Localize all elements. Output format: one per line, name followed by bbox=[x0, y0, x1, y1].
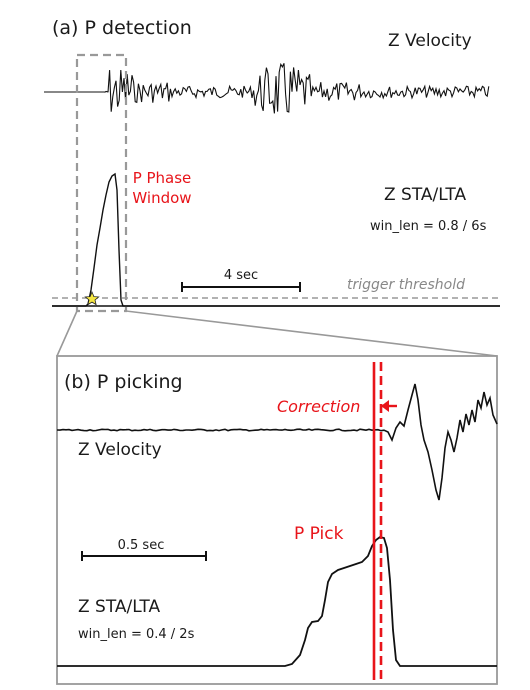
panel-b-stalta-label: Z STA/LTA bbox=[78, 597, 160, 617]
panel-a-stalta-label: Z STA/LTA bbox=[384, 185, 466, 205]
zoom-connector-right bbox=[125, 310, 498, 357]
panel-b-title: (b) P picking bbox=[64, 371, 183, 393]
panel-a-stalta-curve bbox=[52, 172, 500, 307]
panel-b-frame bbox=[56, 355, 498, 685]
panel-b-stalta-curve bbox=[57, 536, 497, 667]
panel-a: (a) P detection Z Velocity P Phase Windo… bbox=[44, 17, 500, 313]
panel-a-scale-bar-label: 4 sec bbox=[224, 268, 258, 283]
panel-a-scale-bar bbox=[181, 282, 301, 292]
zoom-connector-left bbox=[56, 310, 78, 357]
panel-a-velocity-label: Z Velocity bbox=[388, 31, 472, 51]
trigger-threshold-label: trigger threshold bbox=[347, 277, 465, 293]
p-pick-label: P Pick bbox=[294, 524, 344, 544]
panel-a-velocity-trace bbox=[44, 62, 490, 114]
p-phase-window-label-line1: P Phase bbox=[133, 169, 192, 187]
p-phase-window-box bbox=[75, 53, 128, 313]
panel-b-win-len: win_len = 0.4 / 2s bbox=[78, 627, 195, 642]
panel-b-scale-bar-label: 0.5 sec bbox=[118, 538, 165, 553]
panel-a-win-len: win_len = 0.8 / 6s bbox=[370, 219, 487, 234]
panel-b-velocity-trace bbox=[56, 383, 498, 501]
star-icon bbox=[84, 290, 100, 306]
arrow-left-icon bbox=[381, 400, 397, 412]
panel-b: (b) P picking Correction Z Velocity P Pi… bbox=[56, 355, 498, 685]
panel-a-title: (a) P detection bbox=[52, 17, 192, 39]
panel-b-velocity-label: Z Velocity bbox=[78, 440, 162, 460]
correction-label: Correction bbox=[277, 397, 360, 416]
p-phase-window-label-line2: Window bbox=[132, 189, 191, 207]
panel-b-scale-bar bbox=[81, 551, 207, 561]
